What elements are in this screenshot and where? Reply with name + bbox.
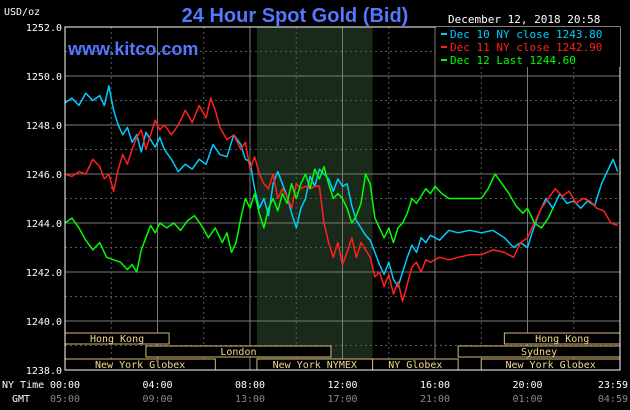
session-label: London	[220, 347, 256, 358]
x-tick-label-gmt: 21:00	[420, 394, 450, 405]
legend-entry: Dec 11 NY close 1242.90	[450, 41, 602, 54]
session-bar	[145, 345, 332, 358]
y-tick-label: 1250.0	[26, 72, 62, 83]
y-tick-labels: 1252.0 1250.0 1248.0 1246.0 1244.0 1242.0 1240…	[26, 23, 62, 377]
x-tick-label-gmt: 09:00	[142, 394, 172, 405]
legend-entry: Dec 12 Last 1244.60	[450, 54, 576, 67]
session-label: Hong Kong	[535, 334, 589, 345]
y-axis-label: USD/oz	[4, 7, 40, 18]
y-tick-label: 1252.0	[26, 23, 62, 34]
plot-frame	[64, 26, 621, 371]
x-tick-labels: 00:00 04:00 08:00 12:00 16:00 20:00 23:59 05:00…	[50, 380, 628, 405]
x-tick-label-gmt: 04:59	[598, 394, 628, 405]
x-tick-label-ny: 23:59	[598, 380, 628, 391]
session-label: NY Globex	[388, 360, 442, 371]
session-label: Sydney	[521, 347, 557, 358]
series-line	[64, 165, 554, 273]
y-tick-label: 1238.0	[26, 366, 62, 377]
legend-entry: Dec 10 NY close 1243.80	[450, 28, 602, 41]
gmt-label: GMT	[12, 394, 30, 405]
x-tick-label-ny: 08:00	[235, 380, 265, 391]
x-tick-label-gmt: 01:00	[512, 394, 542, 405]
ny-time-label: NY Time	[2, 380, 44, 391]
x-tick-label-gmt: 05:00	[50, 394, 80, 405]
y-tick-label: 1240.0	[26, 317, 62, 328]
x-tick-label-ny: 04:00	[142, 380, 172, 391]
x-tick-label-ny: 00:00	[50, 380, 80, 391]
date-stamp: December 12, 2018 20:58	[448, 13, 600, 26]
y-tick-label: 1248.0	[26, 121, 62, 132]
series-line	[64, 97, 618, 303]
x-tick-label-ny: 20:00	[512, 380, 542, 391]
session-label: Hong Kong	[90, 334, 144, 345]
session-label: New York NYMEX	[273, 360, 357, 371]
x-tick-label-ny: 16:00	[420, 380, 450, 391]
price-series	[64, 85, 619, 303]
session-label: New York Globex	[505, 360, 595, 371]
x-tick-label-gmt: 17:00	[327, 394, 357, 405]
chart-title: 24 Hour Spot Gold (Bid)	[182, 5, 409, 27]
y-tick-label: 1246.0	[26, 170, 62, 181]
y-tick-label: 1242.0	[26, 268, 62, 279]
session-label: New York Globex	[95, 360, 185, 371]
legend-box	[436, 27, 620, 67]
x-tick-label-ny: 12:00	[327, 380, 357, 391]
x-tick-label-gmt: 13:00	[235, 394, 265, 405]
y-tick-label: 1244.0	[26, 219, 62, 230]
watermark: www.kitco.com	[67, 39, 198, 59]
